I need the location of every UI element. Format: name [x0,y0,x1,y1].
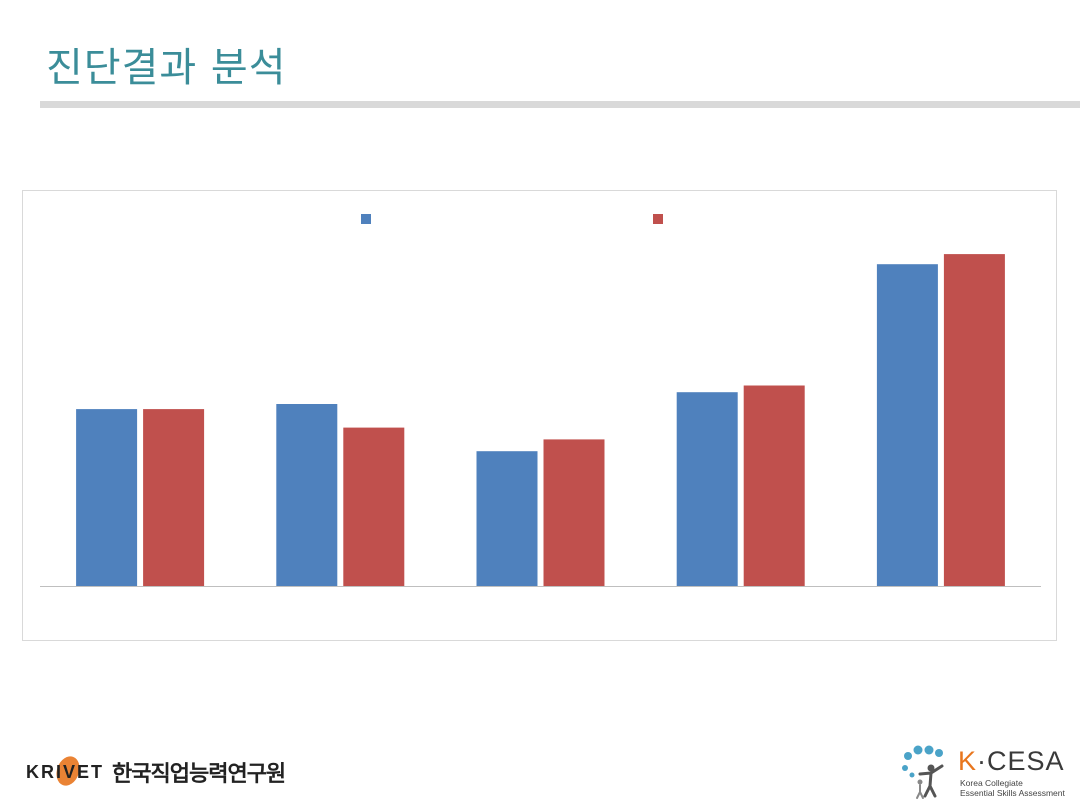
kcesa-wordmark: K·CESA [958,746,1065,776]
bar-series-2-category-3 [543,439,605,586]
page-title: 진단결과 분석 [46,45,287,91]
bar-series-1-category-1 [76,409,138,586]
bar-series-1-category-2 [276,404,338,586]
kcesa-subtitle: Korea Collegiate Essential Skills Assess… [960,778,1065,799]
bar-series-2-category-1 [143,409,205,586]
bar-series-1-category-5 [876,264,938,586]
bar-series-1-category-4 [676,392,738,586]
bar-series-2-category-2 [343,427,405,586]
bar-chart [22,190,1057,641]
bar-series-2-category-4 [743,385,805,586]
kcesa-figures-icon [902,745,944,799]
krivet-korean-name: 한국직업능력연구원 [112,762,286,787]
legend-swatch-series-1 [361,214,371,224]
title-divider [40,101,1080,108]
legend-swatch-series-2 [653,214,663,224]
krivet-wordmark: KRIVET [26,761,105,782]
bar-series-1-category-3 [476,451,538,586]
bar-series-2-category-5 [943,254,1005,586]
chart-plot [40,254,1041,587]
krivet-logo: KRIVET 한국직업능력연구원 [26,752,286,792]
kcesa-logo: K·CESA Korea Collegiate Essential Skills… [898,742,1073,802]
